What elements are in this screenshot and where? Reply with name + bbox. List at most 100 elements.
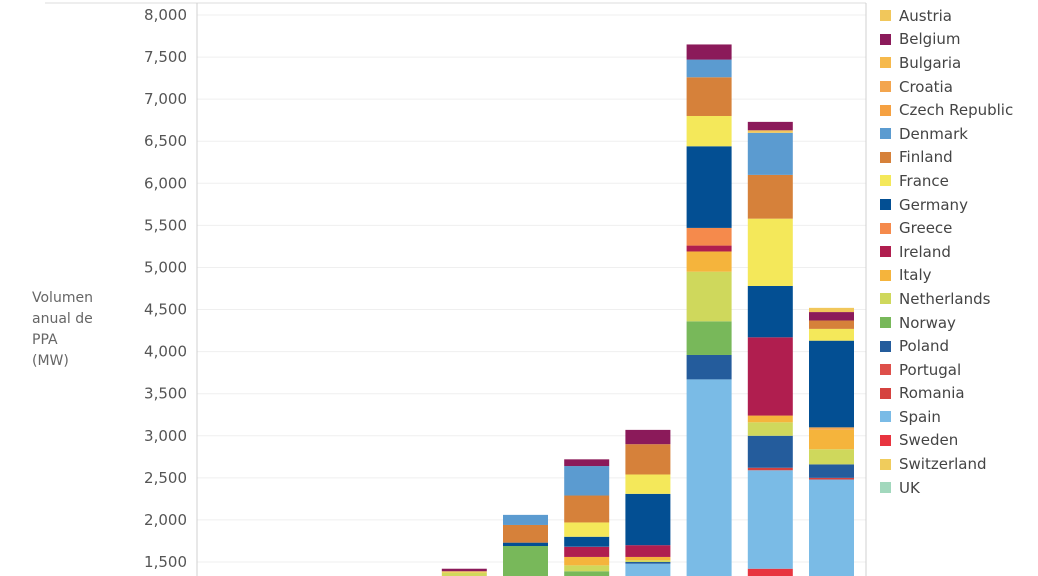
bar-segment-norway: [686, 321, 732, 355]
legend-label: Sweden: [899, 431, 959, 450]
y-tick-label: 5,000: [144, 258, 187, 276]
y-tick-label: 8,000: [144, 6, 187, 24]
legend-swatch: [880, 269, 891, 281]
bar-segment-sweden: [747, 568, 793, 576]
bar-segment-finland: [747, 174, 793, 219]
bar-segment-italy: [809, 429, 854, 450]
bar-segment-poland: [686, 354, 732, 380]
bar-segment-denmark: [564, 466, 610, 496]
bar-segment-netherlands: [747, 422, 793, 436]
bar-segment-germany: [564, 536, 610, 547]
bar-segment-belgium: [809, 312, 854, 321]
legend-label: Portugal: [899, 360, 962, 379]
legend-label: Croatia: [899, 77, 953, 96]
bar-segment-finland: [686, 77, 732, 116]
y-tick-label: 6,500: [144, 132, 187, 150]
bar-segment-belgium: [564, 459, 610, 467]
y-axis: 1,500 2,000 2,500 3,000 3,500 4,000 4,500 5,000…: [144, 3, 867, 576]
legend-item: Netherlands: [880, 287, 1013, 311]
y-axis-label-line: PPA: [32, 332, 58, 348]
bar-segment-france: [625, 474, 671, 494]
bar-segment-italy: [625, 556, 671, 561]
legend-swatch: [880, 246, 891, 258]
legend-label: Romania: [899, 384, 965, 403]
bar-segment-austria: [809, 307, 854, 313]
bar-segment-denmark: [503, 514, 548, 525]
legend-swatch: [880, 81, 891, 93]
legend-item: Belgium: [880, 28, 1013, 52]
legend-item: Croatia: [880, 75, 1013, 99]
legend-label: Netherlands: [899, 289, 991, 308]
bar-segment-belgium: [747, 121, 793, 131]
legend-label: Czech Republic: [899, 101, 1014, 120]
legend-label: Austria: [899, 6, 952, 25]
legend-swatch: [880, 387, 891, 399]
legend-swatch: [880, 458, 891, 470]
legend-swatch: [880, 57, 891, 69]
legend-item: Norway: [880, 311, 1013, 335]
y-tick-label: 3,500: [144, 385, 187, 403]
legend-label: Bulgaria: [899, 53, 962, 72]
bars: [441, 44, 854, 576]
legend-item: Austria: [880, 4, 1013, 28]
legend-swatch: [880, 411, 891, 423]
legend-swatch: [880, 151, 891, 163]
legend-swatch: [880, 104, 891, 116]
legend-swatch: [880, 128, 891, 140]
y-tick-label: 3,000: [144, 427, 187, 445]
bar-segment-netherlands: [625, 560, 671, 562]
legend-item: Ireland: [880, 240, 1013, 264]
bar-segment-austria: [747, 130, 793, 133]
bar-segment-denmark: [686, 59, 732, 78]
bar-segment-poland: [747, 435, 793, 468]
legend-item: France: [880, 169, 1013, 193]
legend-item: Finland: [880, 146, 1013, 170]
y-tick-label: 2,000: [144, 511, 187, 529]
bar-segment-spain: [809, 479, 854, 576]
gridlines: [45, 2, 866, 563]
bar-segment-romania: [747, 467, 793, 471]
bar-segment-romania: [809, 477, 854, 480]
legend-item: Romania: [880, 382, 1013, 406]
bar-segment-france: [686, 115, 732, 147]
bar-segment-poland: [625, 562, 671, 564]
bar-segment-france: [747, 218, 793, 286]
y-tick-label: 1,500: [144, 553, 187, 571]
y-tick-label: 7,000: [144, 90, 187, 108]
bar-segment-finland: [809, 320, 854, 329]
bar-segment-greece: [686, 227, 732, 246]
legend-label: Norway: [899, 313, 956, 332]
legend-label: Denmark: [899, 124, 968, 143]
bar-segment-croatia: [809, 427, 854, 430]
bar-segment-germany: [625, 493, 671, 546]
legend-item: Denmark: [880, 122, 1013, 146]
legend-swatch: [880, 175, 891, 187]
y-axis-label-line: anual de: [32, 311, 93, 327]
bar-stack: [441, 568, 487, 576]
bar-segment-germany: [747, 285, 793, 338]
legend-swatch: [880, 199, 891, 211]
legend-label: Switzerland: [899, 455, 987, 474]
legend-label: Belgium: [899, 30, 961, 49]
bar-stack: [503, 514, 548, 576]
bar-segment-italy: [686, 251, 732, 272]
y-tick-label: 4,500: [144, 301, 187, 319]
bar-segment-spain: [625, 563, 671, 576]
bar-segment-ireland: [564, 546, 610, 557]
legend-label: Finland: [899, 148, 953, 167]
bar-segment-netherlands: [809, 449, 854, 465]
bar-stack: [625, 429, 671, 576]
bar-segment-spain: [747, 470, 793, 569]
bar-segment-france: [564, 522, 610, 537]
bar-stack: [747, 121, 793, 576]
legend-swatch: [880, 10, 891, 22]
legend-item: Portugal: [880, 358, 1013, 382]
legend-swatch: [880, 222, 891, 234]
bar-segment-finland: [503, 524, 548, 543]
legend-label: Spain: [899, 407, 941, 426]
legend-label: Greece: [899, 219, 953, 238]
legend-label: Germany: [899, 195, 968, 214]
bar-segment-norway: [503, 546, 548, 576]
legend-label: Poland: [899, 337, 950, 356]
bar-segment-finland: [625, 444, 671, 475]
